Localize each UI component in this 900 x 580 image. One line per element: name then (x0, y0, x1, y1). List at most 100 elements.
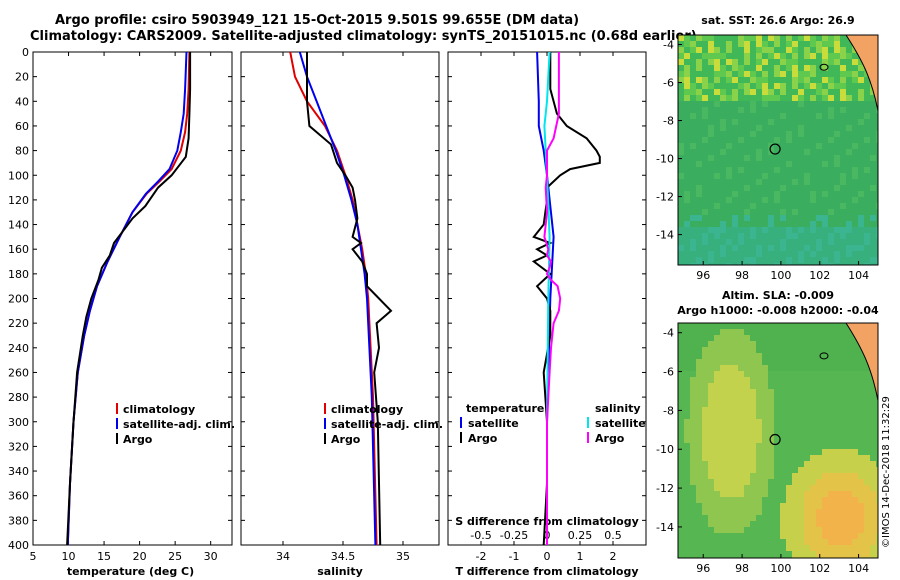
map-x-tick-label: 98 (735, 562, 749, 575)
y-tick-label: 120 (8, 194, 29, 207)
map-title: sat. SST: 26.6 Argo: 26.9 (701, 14, 854, 27)
argo-location-marker (769, 433, 781, 446)
island-outline (819, 352, 829, 360)
map-y-tick-label: -12 (656, 191, 674, 204)
map-y-tick-label: -4 (663, 327, 674, 340)
y-tick-label: 240 (8, 342, 29, 355)
series-line-argo (66, 52, 192, 546)
x-tick-label: 1 (577, 550, 584, 563)
x-tick-label: 25 (168, 550, 182, 563)
y-tick-label: 340 (8, 465, 29, 478)
series-line-s-argo (543, 52, 562, 545)
salinity-axes-box (240, 51, 440, 546)
y-tick-label: 320 (8, 440, 29, 453)
y-tick-label: 100 (8, 169, 29, 182)
map-x-tick-label: 96 (696, 269, 710, 282)
x2-tick-label: 0.5 (604, 529, 622, 542)
x-tick-label: 0 (544, 550, 551, 563)
y-tick-label: 200 (8, 293, 29, 306)
legend-label: Argo (123, 433, 153, 446)
x-tick-label: 30 (204, 550, 218, 563)
map-title: Altim. SLA: -0.009 (722, 289, 834, 302)
y-tick-label: 20 (15, 71, 29, 84)
x-tick-label: 10 (62, 550, 76, 563)
legend-label: satellite-adj. clim. (123, 418, 235, 431)
map-x-tick-label: 98 (735, 269, 749, 282)
y-tick-label: 160 (8, 243, 29, 256)
y-tick-label: 360 (8, 490, 29, 503)
x2-tick-label: -0.25 (500, 529, 528, 542)
x-tick-label: 34 (276, 550, 290, 563)
map-y-tick-label: -10 (656, 153, 674, 166)
temperature-axes-box (32, 51, 233, 546)
x-tick-label: -2 (476, 550, 487, 563)
map-y-tick-label: -12 (656, 482, 674, 495)
map-y-tick-label: -14 (656, 229, 674, 242)
y-tick-label: 140 (8, 219, 29, 232)
legend-label: Argo (595, 432, 625, 445)
sst-map: 96 98 100 102 104 -4 -6 -8 -10 -12 -14 sat. SST: 26… (656, 14, 879, 282)
map-x-tick-label: 100 (770, 562, 791, 575)
series-line-satellite-adj-clim- (298, 51, 377, 546)
sla-map-frame (677, 322, 879, 559)
sst-map-frame (677, 34, 879, 266)
map-x-tick-label: 96 (696, 562, 710, 575)
y-tick-label: 400 (8, 539, 29, 552)
y-tick-label: 40 (15, 95, 29, 108)
series-line-argo (306, 52, 393, 546)
difference-xlabel: T difference from climatology (455, 565, 638, 578)
legend-label: climatology (123, 403, 195, 416)
temperature-xlabel: temperature (deg C) (67, 565, 194, 578)
argo-location-marker (769, 143, 781, 155)
y-tick-label: 60 (15, 120, 29, 133)
legend-right-title: salinity (595, 402, 641, 415)
y-tick-label: 260 (8, 366, 29, 379)
series-line-t-argo (531, 52, 601, 546)
sst-field (678, 35, 878, 265)
x-tick-label: 15 (97, 550, 111, 563)
legend-label: satellite (595, 417, 646, 430)
x2-tick-label: 0.25 (568, 529, 593, 542)
map-x-tick-label: 104 (848, 269, 869, 282)
map-x-tick-label: 104 (848, 562, 869, 575)
sla-field (678, 323, 878, 558)
legend-label: climatology (331, 403, 403, 416)
x-tick-label: 5 (30, 550, 37, 563)
y-tick-label: 180 (8, 268, 29, 281)
y-tick-label: 220 (8, 317, 29, 330)
map-y-tick-label: -14 (656, 521, 674, 534)
legend-label: Argo (468, 432, 498, 445)
imos-credit: ©IMOS 14-Dec-2018 11:32:29 (881, 396, 892, 548)
x-tick-label: 34.5 (331, 550, 356, 563)
x2-tick-label: -0.5 (470, 529, 491, 542)
x-tick-label: 20 (133, 550, 147, 563)
map-y-tick-label: -6 (663, 77, 674, 90)
sla-map: 96 98 100 102 104 -4 -6 -8 -10 -12 -14 Altim. SLA: … (656, 289, 879, 575)
salinity-xlabel: salinity (317, 565, 363, 578)
difference-panel: -2 -1 0 1 2 T difference from climatology -0.5… (447, 51, 647, 578)
y-tick-label: 0 (22, 46, 29, 59)
x-tick-label: -1 (509, 550, 520, 563)
legend-label: Argo (331, 433, 361, 446)
island-outline (819, 63, 829, 71)
legend-label: satellite (468, 417, 519, 430)
y-tick-label: 280 (8, 391, 29, 404)
map-y-tick-label: -10 (656, 443, 674, 456)
y-tick-label: 80 (15, 145, 29, 158)
map-title: Argo h1000: -0.008 h2000: -0.04 (677, 304, 879, 317)
map-y-tick-label: -8 (663, 404, 674, 417)
plot-title-line1: Argo profile: csiro 5903949_121 15-Oct-2… (55, 13, 580, 28)
salinity-panel: 34 34.5 35 salinity climatology satellite-adj… (240, 51, 443, 578)
map-y-tick-label: -6 (663, 366, 674, 379)
map-x-tick-label: 102 (809, 562, 830, 575)
legend-left-title: temperature (466, 402, 544, 415)
temperature-panel: 0 20 40 60 80 100 120 140 160 180 200 220 240 260 280 3… (8, 46, 235, 578)
map-y-tick-label: -4 (663, 39, 674, 52)
x-tick-label: 2 (610, 550, 617, 563)
plot-title-line2: Climatology: CARS2009. Satellite-adjuste… (30, 29, 697, 44)
y-tick-label: 380 (8, 514, 29, 527)
x-tick-label: 35 (396, 550, 410, 563)
y-tick-label: 300 (8, 416, 29, 429)
map-x-tick-label: 100 (770, 269, 791, 282)
